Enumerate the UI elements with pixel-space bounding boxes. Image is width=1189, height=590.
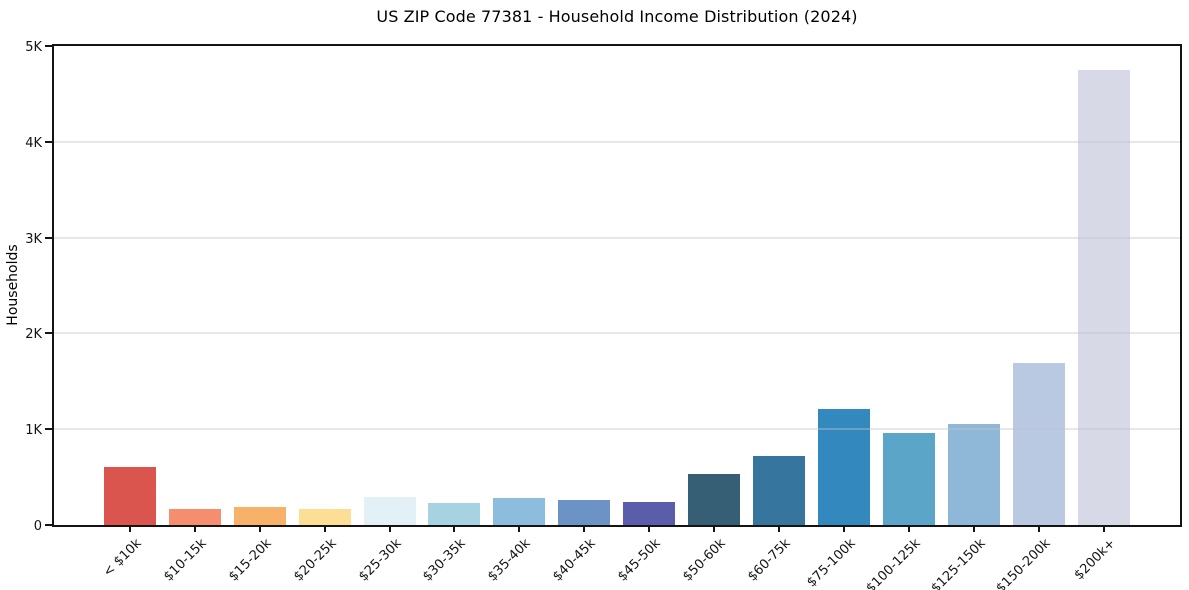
x-axis-tick [1102,525,1105,532]
y-tick-label: 1K [25,423,42,439]
x-axis-tick [453,525,456,532]
x-axis-tick [648,525,651,532]
x-tick-label: $100-125k [863,536,924,590]
bar-$45-50k [623,501,676,525]
x-tick-label: $125-150k [928,536,989,590]
x-tick-label: $35-40k [485,536,534,585]
bar-< $10k [103,466,156,525]
x-axis-tick [388,525,391,532]
x-axis-tick [583,525,586,532]
bar-$40-45k [558,499,611,525]
y-axis-tick [45,428,52,431]
y-tick-label: 4K [25,135,42,151]
y-axis-tick [45,45,52,47]
bar-$100-125k [882,433,935,525]
x-axis-tick [518,525,521,532]
y-tick-label: 5K [25,40,42,55]
x-tick-label: $60-75k [745,536,794,585]
x-tick-label: $25-30k [355,536,405,585]
x-tick-label: $200k+ [1071,536,1119,584]
x-tick-label: $75-100k [804,536,859,590]
y-axis-tick [45,524,52,526]
plot-area: 0 1K 2K 3K 4K 5K < $10k $10-15k $15-20k $20-25k $2… [25,40,1182,590]
y-tick-label: 2K [25,327,42,343]
bar-$150-200k [1012,362,1065,525]
x-axis-tick [323,525,326,532]
bar-$25-30k [363,496,416,525]
bar-$50-60k [688,473,741,525]
bar-$200k+ [1077,70,1130,525]
x-axis-tick [907,525,910,532]
x-tick-label: $45-50k [615,536,664,585]
bar-$30-35k [428,503,481,525]
gridline [54,428,1180,431]
x-tick-label: $50-60k [680,536,729,585]
bar-$75-100k [818,408,871,525]
y-tick-label: 0 [33,519,42,534]
x-axis-tick [778,525,781,532]
y-axis-label: Households [5,244,21,326]
x-tick-label: $30-35k [420,536,470,585]
bar-$10-15k [168,508,221,525]
x-axis-tick [193,525,196,532]
bar-$15-20k [233,506,286,525]
bar-$20-25k [298,508,351,525]
chart-title: US ZIP Code 77381 - Household Income Dis… [376,7,858,26]
bar-$35-40k [493,497,546,525]
bar-$60-75k [753,456,806,525]
y-tick-label: 3K [25,231,42,247]
y-axis-tick [45,332,52,335]
bar-$125-150k [947,424,1000,525]
x-axis-tick [713,525,716,532]
x-axis-tick [843,525,846,532]
x-axis-tick [128,525,131,532]
gridline [54,236,1180,239]
y-axis-tick [45,236,52,239]
y-axis-tick [45,140,52,143]
x-tick-label: < $10k [100,536,145,581]
x-tick-label: $10-15k [160,536,210,585]
x-tick-label: $15-20k [225,536,275,585]
x-tick-label: $40-45k [550,536,599,585]
x-axis-tick [972,525,975,532]
x-tick-label: $20-25k [290,536,340,585]
x-tick-label: $150-200k [993,536,1054,590]
gridline [54,140,1180,143]
x-axis-tick [1037,525,1040,532]
x-axis-tick [258,525,261,532]
gridline [54,332,1180,335]
